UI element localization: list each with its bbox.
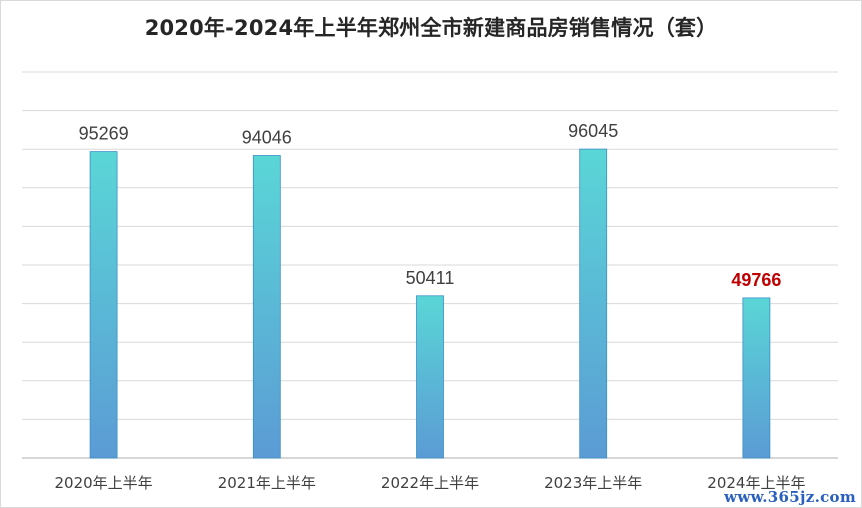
- category-label-2: 2021年上半年: [218, 474, 316, 492]
- category-label-3: 2022年上半年: [381, 474, 479, 492]
- gridlines: [22, 71, 838, 459]
- category-label-1: 2020年上半年: [55, 474, 153, 492]
- bar-5: [742, 297, 771, 459]
- chart-title: 2020年-2024年上半年郑州全市新建商品房销售情况（套）: [144, 16, 718, 40]
- data-label-4: 96045: [568, 121, 618, 141]
- data-label-3: 50411: [406, 268, 455, 288]
- category-labels: 2020年上半年 2021年上半年 2022年上半年 2023年上半年 2024年上半年: [55, 474, 806, 492]
- bar-4: [579, 148, 608, 459]
- category-label-4: 2023年上半年: [544, 474, 642, 492]
- data-labels: 95269 94046 50411 96045 49766: [79, 121, 782, 290]
- data-label-2: 94046: [242, 128, 292, 148]
- bar-1: [89, 151, 118, 459]
- bars: [89, 148, 771, 459]
- data-label-1: 95269: [79, 124, 129, 144]
- bar-2: [252, 155, 281, 459]
- category-label-5: 2024年上半年: [707, 474, 805, 492]
- data-label-5: 49766: [731, 270, 781, 290]
- watermark: www.365jz.com: [724, 488, 856, 506]
- bar-3: [416, 295, 444, 459]
